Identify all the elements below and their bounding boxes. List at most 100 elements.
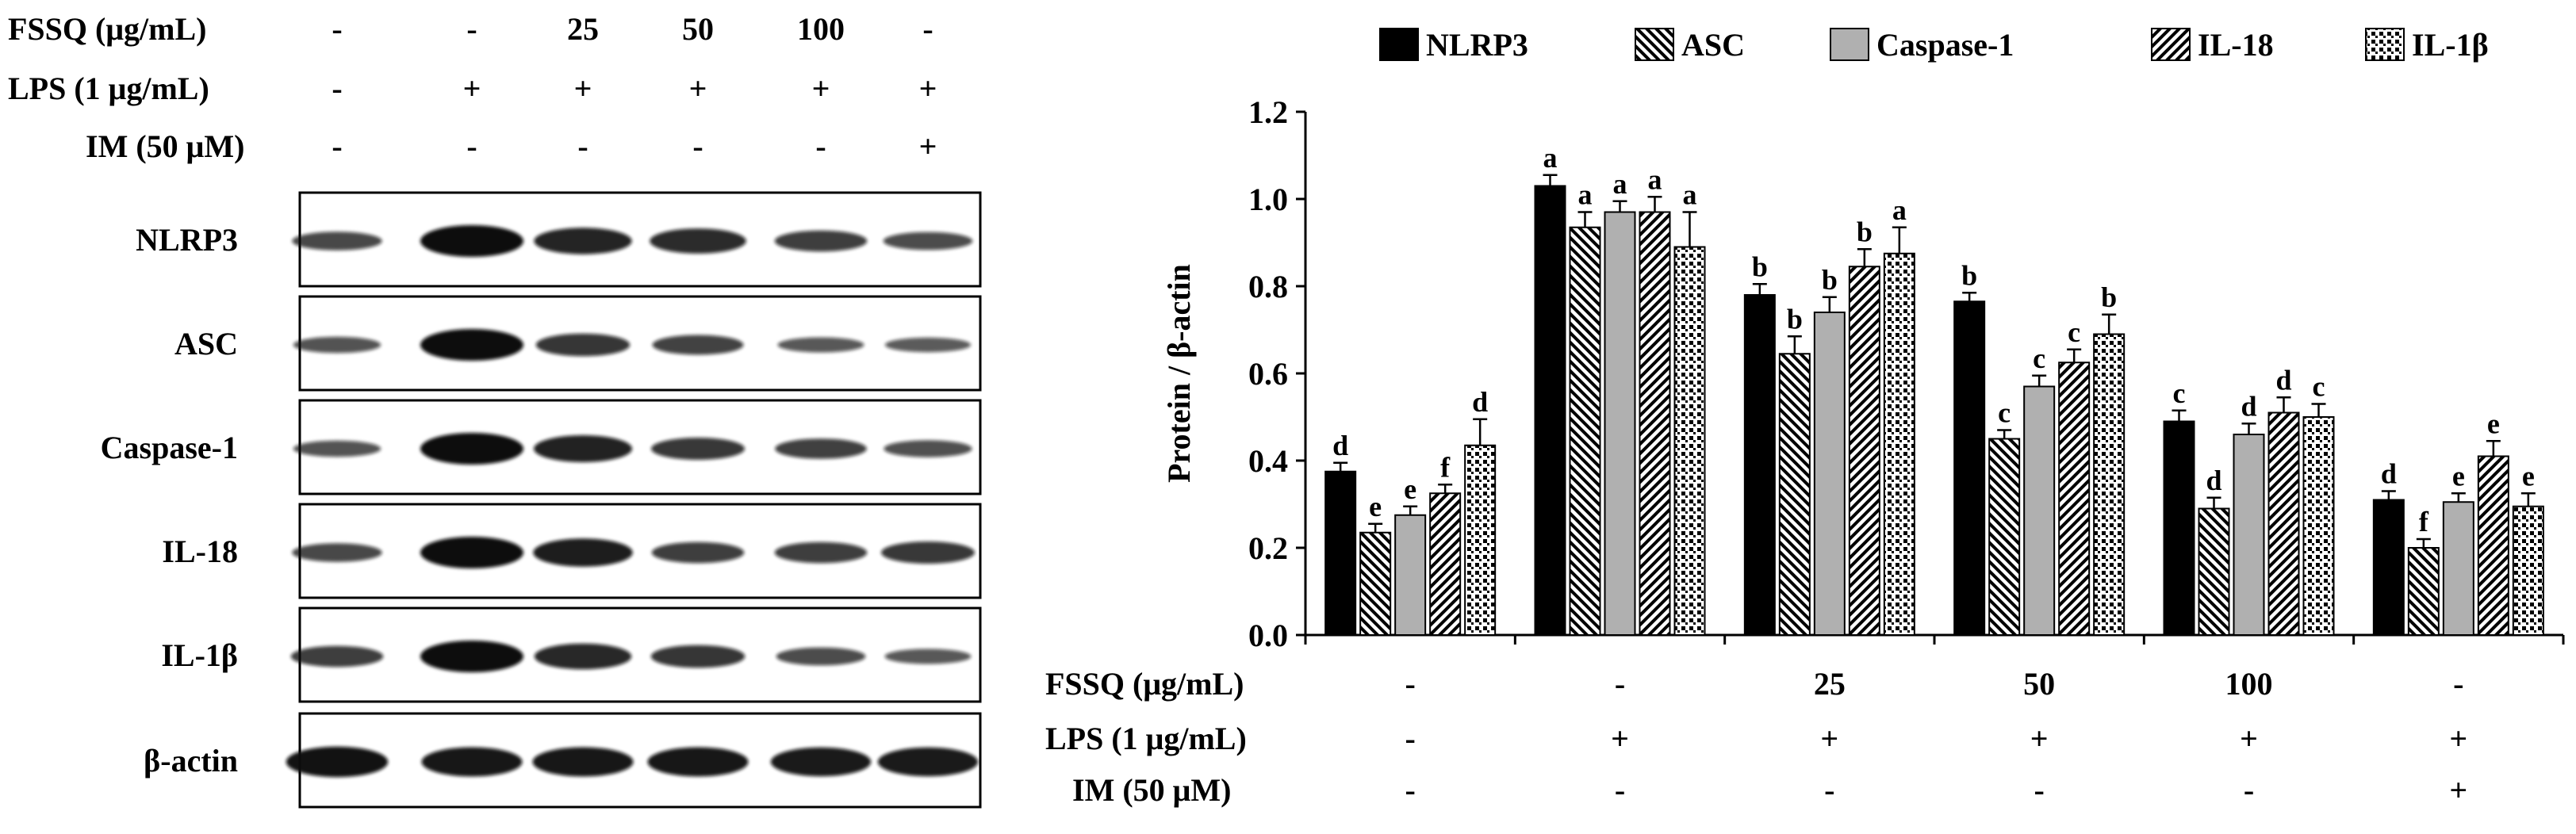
blot-band-il-1-lane-4 (650, 645, 746, 668)
chart-treatment-value-im-50-m-group-3: - (1824, 772, 1834, 808)
chart-treatment-value-fssq-g-ml-group-1: - (1405, 666, 1416, 702)
bar-asc-group-1 (1359, 531, 1392, 636)
y-tick-label: 1.0 (1248, 182, 1288, 217)
blot-band-il-18-lane-3 (533, 538, 633, 567)
bar-caspase-1-group-1 (1394, 514, 1427, 636)
chart-treatment-value-im-50-m-group-2: - (1615, 772, 1625, 808)
significance-letter-il-1-group-6: e (2522, 460, 2535, 492)
significance-letter-il-1-group-3: a (1892, 194, 1907, 226)
blot-band-il-1-lane-3 (534, 643, 632, 670)
blot-treatment-label-im: IM (50 μM) (86, 128, 244, 164)
blot-treatment-value-lps-1-g-ml-lane-3: + (574, 71, 592, 106)
chart-treatment-value-im-50-m-group-4: - (2034, 772, 2045, 808)
blot-row-nlrp3: NLRP3 (136, 191, 982, 288)
blot-band-nlrp3-lane-2 (420, 225, 523, 257)
bar-caspase-1-group-3 (1813, 312, 1846, 636)
blot-band-il-1-lane-2 (420, 641, 523, 672)
blot-band-caspase-1-lane-4 (651, 438, 745, 460)
bar-il-18-group-5 (2267, 411, 2300, 636)
y-tick-label: 0.0 (1248, 618, 1288, 653)
chart-treatment-label-fssq: FSSQ (μg/mL) (1045, 666, 1244, 702)
bar-nlrp3-group-4 (1953, 300, 1986, 636)
blot-band-actin-lane-1 (286, 746, 389, 778)
blot-band-il-18-lane-1 (292, 543, 382, 562)
significance-letter-nlrp3-group-4: b (1961, 259, 1977, 291)
blot-band-asc-lane-2 (420, 329, 523, 361)
legend-label-nlrp3: NLRP3 (1426, 27, 1528, 63)
blot-treatment-value-im-50-m-lane-6: + (919, 128, 937, 164)
blot-treatment-value-lps-1-g-ml-lane-4: + (689, 71, 707, 106)
legend-item-nlrp3: NLRP3 (1379, 27, 1528, 63)
blot-treatment-value-im-50-m-lane-5: - (815, 128, 826, 164)
blot-band-il-18-lane-5 (774, 541, 868, 564)
legend-item-caspase-1: Caspase-1 (1830, 27, 2014, 63)
bar-il-1-group-6 (2512, 505, 2544, 636)
blot-band-nlrp3-lane-1 (292, 231, 382, 251)
significance-letter-nlrp3-group-6: d (2381, 458, 2397, 490)
significance-letter-caspase-1-group-2: a (1613, 168, 1627, 200)
blot-treatment-values: - - 25 50 100 - - + + + + + - - - - - + (332, 11, 937, 164)
blot-strip-il-18 (298, 503, 982, 599)
chart-treatment-label-lps: LPS (1 μg/mL) (1045, 721, 1247, 756)
chart-treatment-value-im-50-m-group-6: + (2449, 772, 2467, 808)
significance-letter-asc-group-5: d (2206, 465, 2221, 496)
legend-swatch-asc (1635, 28, 1674, 61)
chart-treatment-table: FSSQ (μg/mL) LPS (1 μg/mL) IM (50 μM) --… (1045, 666, 2467, 808)
chart-treatment-value-fssq-g-ml-group-5: 100 (2225, 666, 2273, 702)
legend-label-asc: ASC (1681, 27, 1745, 63)
blot-row-actin: β-actin (144, 712, 982, 809)
bar-nlrp3-group-2 (1534, 185, 1566, 636)
blot-band-asc-lane-6 (884, 337, 972, 353)
significance-letter-caspase-1-group-5: d (2241, 390, 2256, 422)
bar-il-18-group-2 (1639, 211, 1671, 636)
significance-letter-il-1-group-1: d (1472, 386, 1488, 418)
significance-letter-caspase-1-group-3: b (1822, 264, 1838, 296)
significance-letter-asc-group-6: f (2419, 506, 2429, 538)
blot-band-il-18-lane-2 (420, 537, 523, 568)
y-tick-label: 1.2 (1248, 94, 1288, 130)
blot-treatment-value-fssq-g-ml-lane-1: - (332, 11, 342, 47)
chart-treatment-value-lps-1-g-ml-group-1: - (1405, 721, 1416, 756)
blot-treatment-value-lps-1-g-ml-lane-6: + (919, 71, 937, 106)
blot-label-actin: β-actin (144, 743, 238, 779)
legend-item-il-18: IL-18 (2151, 27, 2274, 63)
legend-item-il-1: IL-1β (2365, 27, 2489, 63)
chart-treatment-value-im-50-m-group-1: - (1405, 772, 1416, 808)
significance-letter-il-18-group-2: a (1648, 163, 1662, 195)
bar-il-1-group-3 (1883, 252, 1915, 636)
significance-letter-il-1-group-4: b (2101, 281, 2117, 313)
blot-band-caspase-1-lane-6 (884, 440, 972, 457)
blot-band-caspase-1-lane-2 (420, 433, 523, 465)
blot-row-asc: ASC (174, 295, 982, 392)
blot-treatment-value-lps-1-g-ml-lane-2: + (463, 71, 481, 106)
blot-treatment-value-im-50-m-lane-4: - (692, 128, 703, 164)
significance-letter-asc-group-1: e (1369, 491, 1382, 522)
blot-treatment-value-fssq-g-ml-lane-2: - (466, 11, 477, 47)
blot-band-nlrp3-lane-5 (774, 230, 868, 252)
chart-treatment-value-fssq-g-ml-group-4: 50 (2023, 666, 2055, 702)
bar-asc-group-5 (2198, 507, 2230, 636)
significance-letter-il-18-group-3: b (1857, 216, 1873, 247)
blot-band-actin-lane-5 (770, 747, 872, 777)
blot-band-asc-lane-5 (777, 337, 864, 353)
western-blot-panels: NLRP3 ASC Caspase-1 IL-18 IL-1β β-actin (101, 191, 982, 809)
blot-label-il-1: IL-1β (161, 637, 238, 673)
significance-letter-nlrp3-group-1: d (1332, 430, 1348, 461)
series-nlrp3: dab bcd (1324, 142, 2405, 636)
blot-treatment-label-fssq: FSSQ (μg/mL) (8, 11, 206, 47)
blot-band-il-18-lane-4 (651, 541, 745, 564)
blot-label-nlrp3: NLRP3 (136, 222, 238, 258)
bar-nlrp3-group-5 (2163, 420, 2195, 636)
blot-label-caspase-1: Caspase-1 (101, 430, 238, 465)
bar-asc-group-6 (2407, 547, 2440, 636)
bar-il-18-group-1 (1429, 492, 1462, 636)
significance-letter-caspase-1-group-1: e (1404, 473, 1416, 505)
bar-caspase-1-group-2 (1604, 211, 1636, 636)
significance-letter-asc-group-3: b (1787, 303, 1803, 335)
chart-treatment-value-lps-1-g-ml-group-5: + (2240, 721, 2258, 756)
blot-row-il-18: IL-18 (162, 503, 982, 599)
significance-letter-caspase-1-group-4: c (2033, 342, 2045, 374)
bar-caspase-1-group-6 (2442, 501, 2474, 636)
blot-band-actin-lane-2 (421, 747, 523, 777)
blot-band-il-18-lane-6 (881, 541, 975, 564)
